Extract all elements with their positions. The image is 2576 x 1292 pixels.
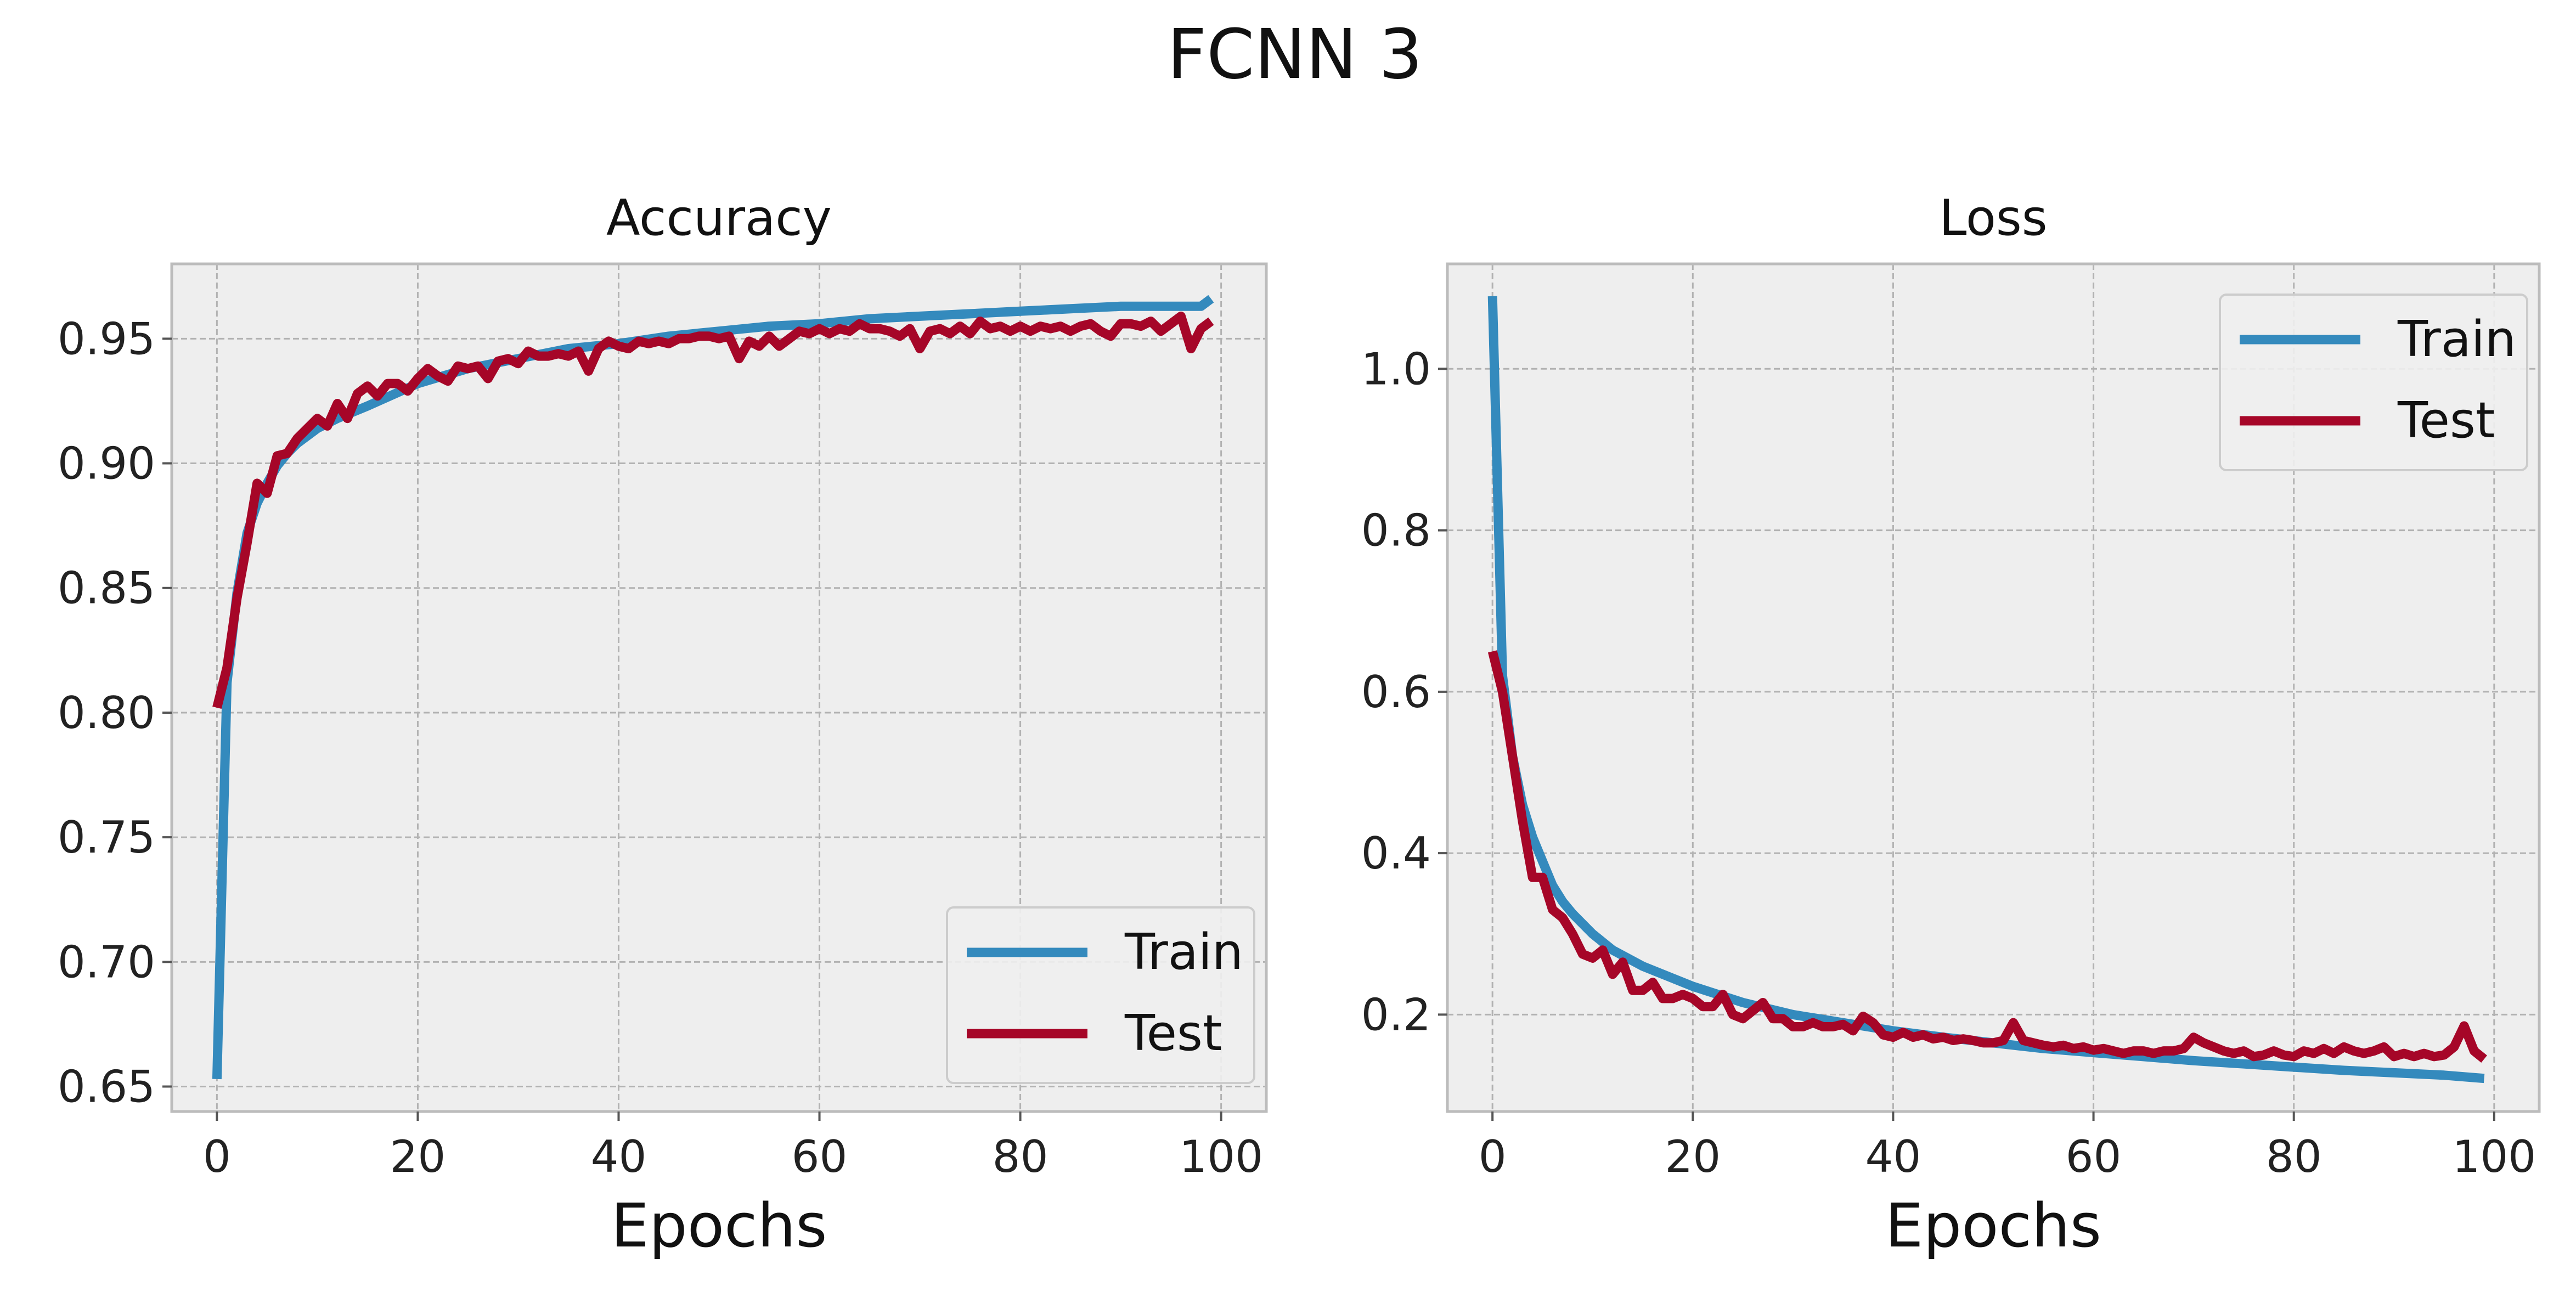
loss-x-tick-label: 0	[1479, 1131, 1507, 1182]
loss-title: Loss	[1939, 189, 2047, 247]
accuracy-x-tick-label: 100	[1179, 1131, 1263, 1182]
loss-legend-label-train: Train	[2397, 311, 2516, 368]
accuracy-y-tick-label: 0.75	[58, 812, 155, 863]
loss-x-tick-label: 100	[2452, 1131, 2536, 1182]
loss-x-tick-label: 20	[1665, 1131, 1721, 1182]
loss-y-tick-label: 0.6	[1361, 667, 1431, 718]
accuracy-legend: Train Test	[946, 906, 1255, 1084]
accuracy-y-tick-label: 0.95	[58, 313, 155, 364]
accuracy-y-tick-label: 0.70	[58, 936, 155, 988]
accuracy-y-tick-label: 0.85	[58, 563, 155, 614]
accuracy-x-tick-label: 40	[591, 1131, 647, 1182]
accuracy-chart: 0 20 40 60 80 100 0.65 0.70 0.75 0.80 0.85 0.90 0.95…	[58, 189, 1268, 1261]
loss-x-tick-label: 80	[2266, 1131, 2322, 1182]
accuracy-x-axis-label: Epochs	[611, 1191, 827, 1261]
figure-title: FCNN 3	[1167, 15, 1422, 94]
loss-y-tick-label: 1.0	[1361, 343, 1431, 394]
loss-chart: 0 20 40 60 80 100 0.2 0.4 0.6 0.8 1.0 Loss Epochs Tra…	[1361, 189, 2541, 1261]
loss-x-tick-label: 60	[2066, 1131, 2122, 1182]
accuracy-x-tick-label: 0	[203, 1131, 231, 1182]
accuracy-frame	[170, 262, 1268, 1113]
loss-x-tick-label: 40	[1865, 1131, 1921, 1182]
loss-x-axis-label: Epochs	[1885, 1191, 2101, 1261]
accuracy-legend-label-train: Train	[1124, 923, 1243, 981]
accuracy-y-tick-label: 0.80	[58, 687, 155, 738]
loss-series-train	[1487, 296, 2485, 1084]
loss-y-tick-label: 0.4	[1361, 828, 1431, 879]
loss-y-tick-label: 0.8	[1361, 505, 1431, 556]
accuracy-y-tick-label: 0.90	[58, 438, 155, 489]
accuracy-x-tick-label: 20	[390, 1131, 446, 1182]
loss-series-test	[1487, 650, 2487, 1063]
accuracy-legend-label-test: Test	[1124, 1005, 1222, 1062]
accuracy-title: Accuracy	[606, 189, 832, 247]
loss-frame	[1446, 262, 2541, 1113]
loss-y-tick-label: 0.2	[1361, 989, 1431, 1040]
accuracy-series-test	[212, 311, 1214, 709]
accuracy-x-tick-label: 80	[993, 1131, 1049, 1182]
loss-legend: Train Test	[2219, 294, 2528, 471]
accuracy-x-tick-label: 60	[792, 1131, 848, 1182]
accuracy-y-tick-label: 0.65	[58, 1062, 155, 1113]
loss-legend-label-test: Test	[2397, 392, 2495, 449]
